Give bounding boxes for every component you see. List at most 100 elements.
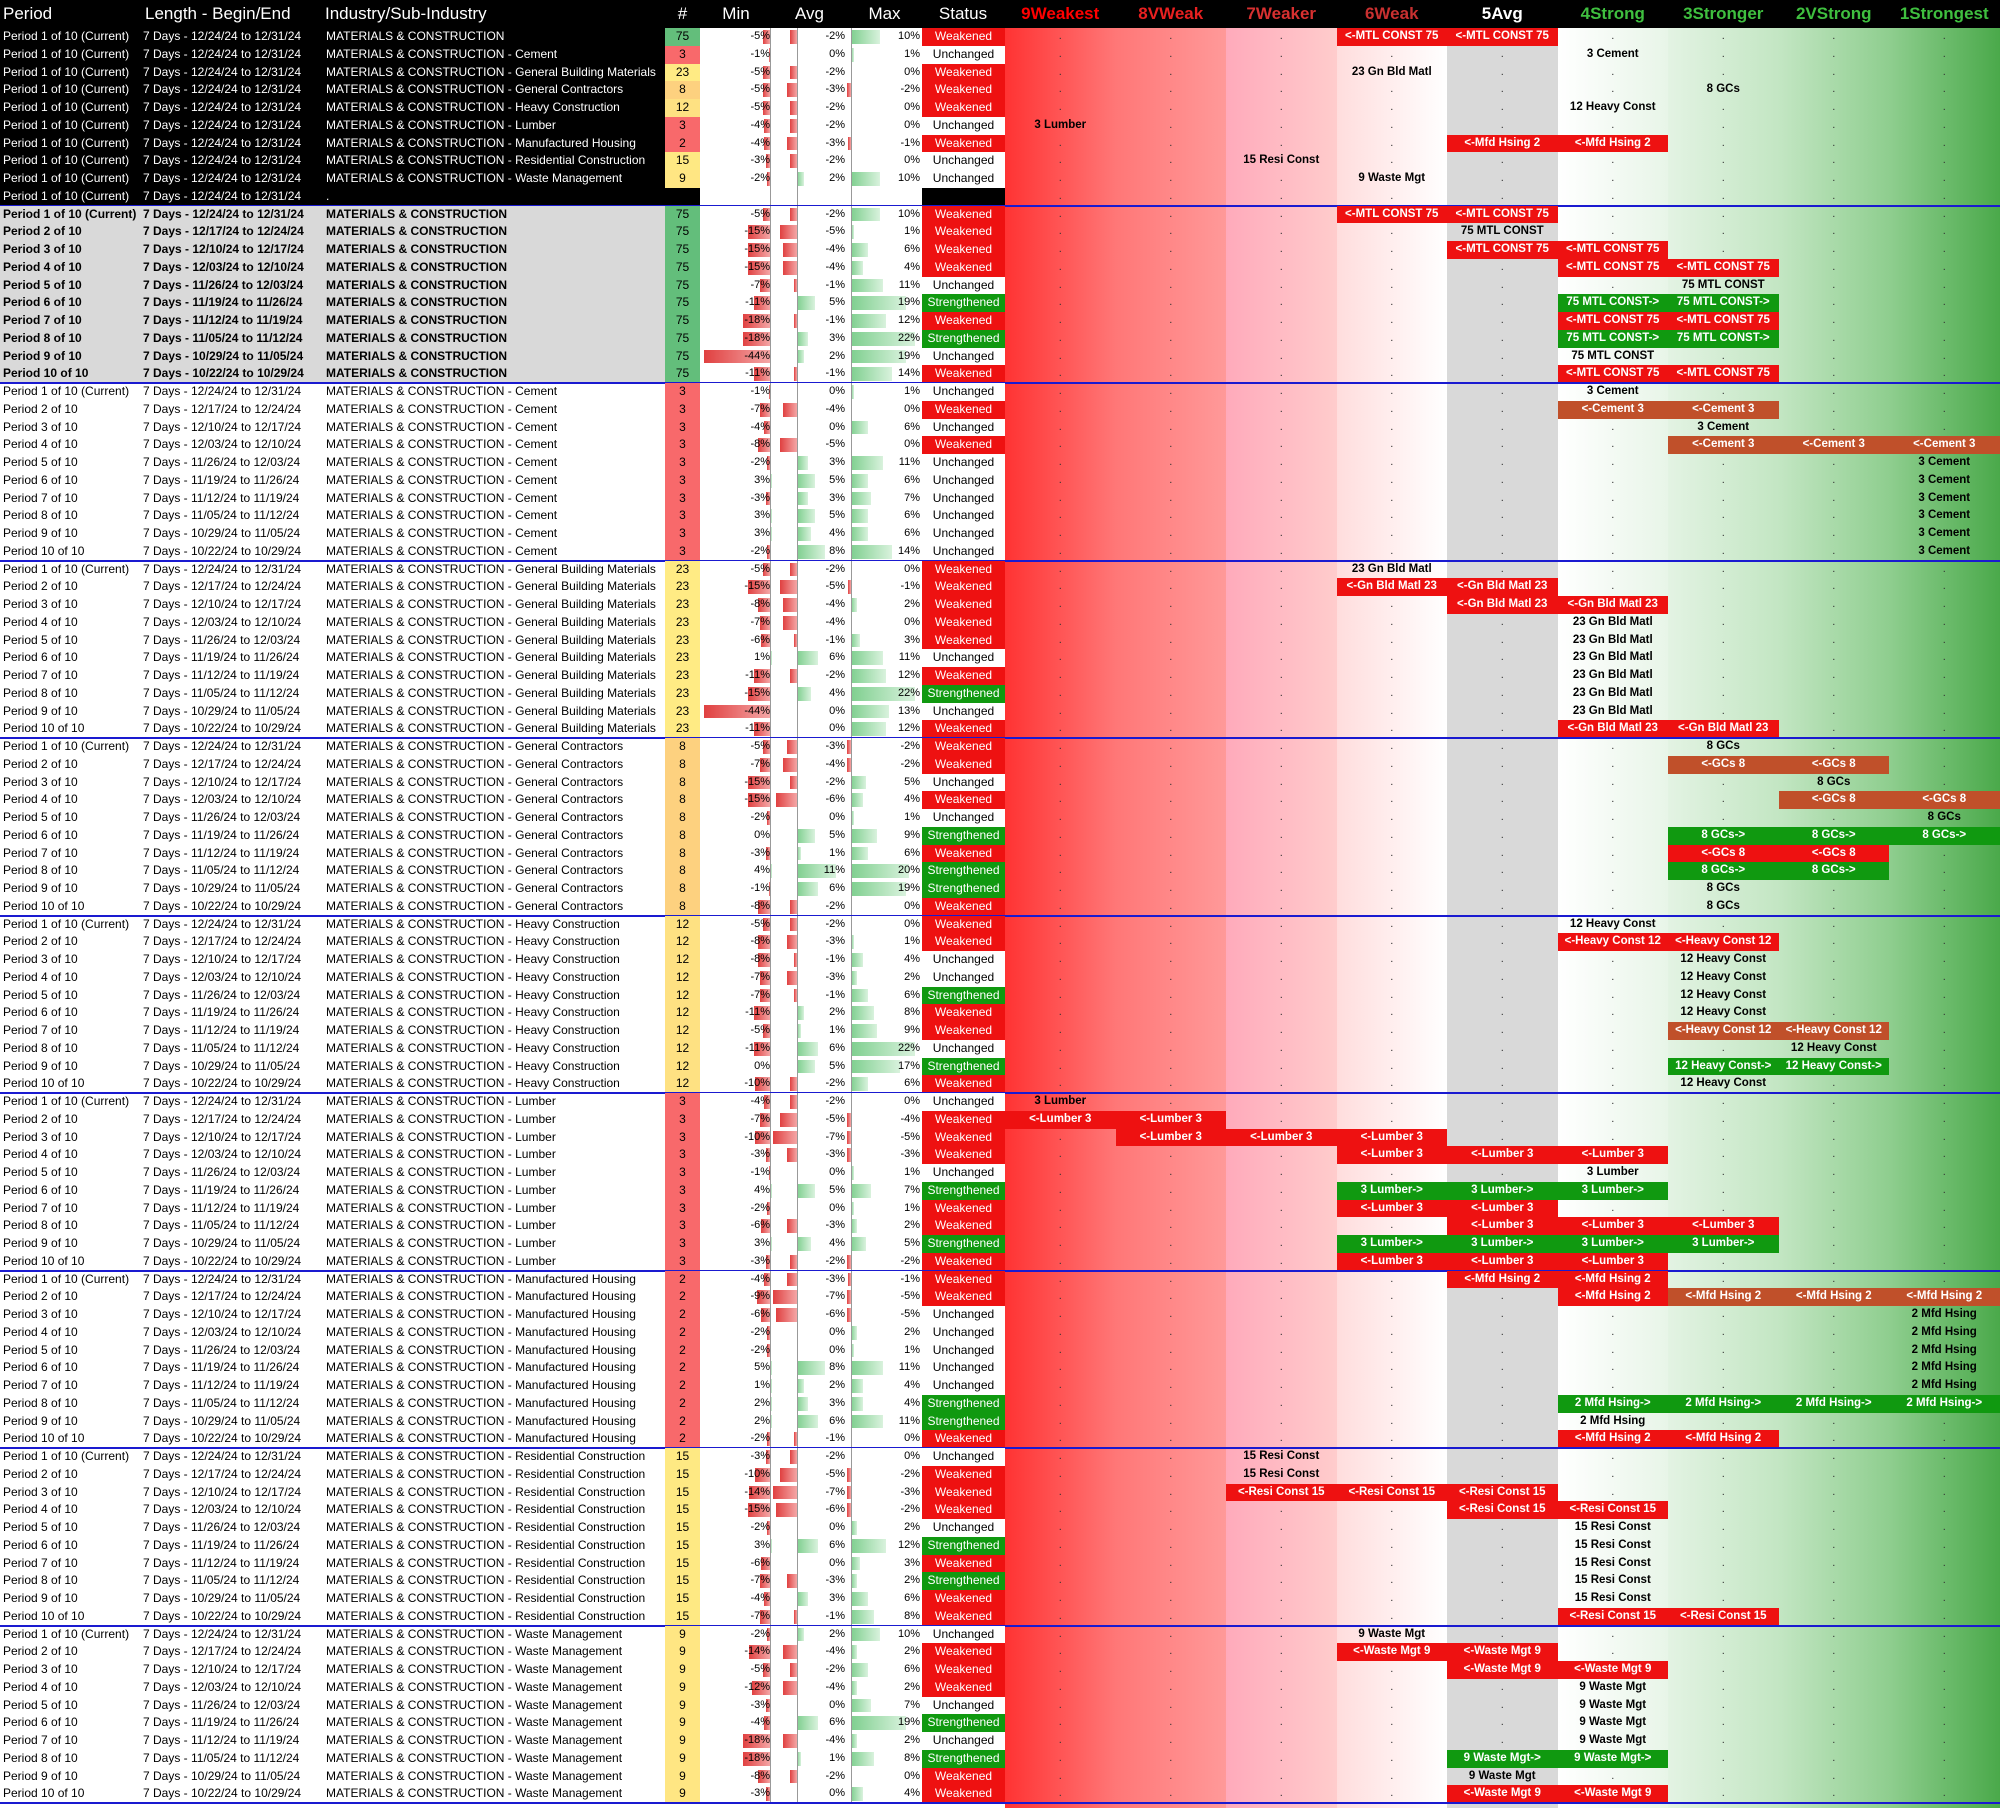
table-row[interactable]: Period 5 of 10 7 Days - 11/26/24 to 12/03… — [0, 809, 2000, 827]
table-row[interactable]: Period 10 of 10 7 Days - 10/22/24 to 10/2… — [0, 365, 2000, 383]
table-row[interactable]: Period 2 of 10 7 Days - 12/17/24 to 12/24… — [0, 1643, 2000, 1661]
table-row[interactable]: Period 8 of 10 7 Days - 11/05/24 to 11/12… — [0, 507, 2000, 525]
table-row[interactable]: Period 5 of 10 7 Days - 11/26/24 to 12/03… — [0, 1164, 2000, 1182]
table-row[interactable]: Period 4 of 10 7 Days - 12/03/24 to 12/10… — [0, 436, 2000, 454]
table-row[interactable]: Period 1 of 10 (Current) 7 Days - 12/24/2… — [0, 116, 2000, 135]
table-row[interactable]: Period 6 of 10 7 Days - 11/19/24 to 11/26… — [0, 1004, 2000, 1022]
table-row[interactable]: Period 10 of 10 7 Days - 10/22/24 to 10/2… — [0, 542, 2000, 561]
table-row[interactable]: Period 1 of 10 (Current) 7 Days - 12/24/2… — [0, 63, 2000, 82]
table-row[interactable]: Period 9 of 10 7 Days - 10/29/24 to 11/05… — [0, 1412, 2000, 1431]
table-row[interactable]: Period 5 of 10 7 Days - 11/26/24 to 12/03… — [0, 276, 2000, 295]
table-row[interactable]: Period 5 of 10 7 Days - 11/26/24 to 12/03… — [0, 1519, 2000, 1537]
table-row[interactable]: Period 4 of 10 7 Days - 12/03/24 to 12/10… — [0, 1678, 2000, 1697]
table-row[interactable]: Period 6 of 10 7 Days - 11/19/24 to 11/26… — [0, 1181, 2000, 1200]
table-row[interactable]: Period 6 of 10 7 Days - 11/19/24 to 11/26… — [0, 1536, 2000, 1555]
table-row[interactable]: Period 4 of 10 7 Days - 12/03/24 to 12/10… — [0, 791, 2000, 809]
table-row[interactable]: Period 9 of 10 7 Days - 10/29/24 to 11/05… — [0, 525, 2000, 543]
table-row[interactable]: Period 3 of 10 7 Days - 12/10/24 to 12/17… — [0, 773, 2000, 792]
table-row[interactable]: Period 1 of 10 (Current) 7 Days - 12/24/2… — [0, 187, 2000, 206]
table-row[interactable]: Period 2 of 10 7 Days - 12/17/24 to 12/24… — [0, 1110, 2000, 1129]
table-row[interactable]: Period 2 of 10 7 Days - 12/17/24 to 12/24… — [0, 578, 2000, 596]
table-row[interactable]: Period 1 of 10 (Current) 7 Days - 12/24/2… — [0, 1625, 2000, 1644]
table-row[interactable]: Period 9 of 10 7 Days - 10/29/24 to 11/05… — [0, 1235, 2000, 1253]
table-row[interactable]: Period 7 of 10 7 Days - 11/12/24 to 11/19… — [0, 489, 2000, 508]
table-row[interactable]: Period 7 of 10 7 Days - 11/12/24 to 11/19… — [0, 667, 2000, 685]
table-row[interactable]: Period 5 of 10 7 Days - 11/26/24 to 12/03… — [0, 631, 2000, 650]
table-row[interactable]: Period 8 of 10 7 Days - 11/05/24 to 11/12… — [0, 1394, 2000, 1413]
table-row[interactable]: Period 6 of 10 7 Days - 11/19/24 to 11/26… — [0, 649, 2000, 667]
table-row[interactable]: Period 10 of 10 7 Days - 10/22/24 to 10/2… — [0, 1252, 2000, 1271]
table-row[interactable]: Period 1 of 10 (Current) 7 Days - 12/24/2… — [0, 205, 2000, 224]
table-row[interactable]: Period 7 of 10 7 Days - 11/12/24 to 11/19… — [0, 1377, 2000, 1395]
table-row[interactable]: Period 8 of 10 7 Days - 11/05/24 to 11/12… — [0, 1039, 2000, 1058]
table-row[interactable]: Period 9 of 10 7 Days - 10/29/24 to 11/05… — [0, 1057, 2000, 1076]
table-row[interactable]: Period 1 of 10 (Current) 7 Days - 12/24/2… — [0, 1448, 2000, 1466]
table-row[interactable]: Period 4 of 10 7 Days - 12/03/24 to 12/10… — [0, 1146, 2000, 1164]
table-row[interactable]: Period 1 of 10 (Current) 7 Days - 12/24/2… — [0, 152, 2000, 170]
table-row[interactable]: Period 1 of 10 (Current) 7 Days - 12/24/2… — [0, 383, 2000, 401]
table-row[interactable]: Period 1 of 10 (Current) 7 Days - 12/24/2… — [0, 170, 2000, 188]
table-row[interactable]: Period 4 of 10 7 Days - 12/03/24 to 12/10… — [0, 258, 2000, 277]
table-row[interactable]: Period 1 of 10 (Current) 7 Days - 12/24/2… — [0, 81, 2000, 99]
table-row[interactable]: Period 8 of 10 7 Days - 11/05/24 to 11/12… — [0, 862, 2000, 880]
table-row[interactable]: Period 5 of 10 7 Days - 11/26/24 to 12/03… — [0, 1341, 2000, 1360]
table-row[interactable]: Period 7 of 10 7 Days - 11/12/24 to 11/19… — [0, 1199, 2000, 1218]
table-row[interactable]: Period 4 of 10 7 Days - 12/03/24 to 12/10… — [0, 1501, 2000, 1519]
table-row[interactable]: Period 3 of 10 7 Days - 12/10/24 to 12/17… — [0, 951, 2000, 969]
table-row[interactable]: Period 10 of 10 7 Days - 10/22/24 to 10/2… — [0, 1785, 2000, 1803]
table-row[interactable]: Period 4 of 10 7 Days - 12/03/24 to 12/10… — [0, 1323, 2000, 1342]
table-row[interactable]: Period 2 of 10 7 Days - 12/17/24 to 12/24… — [0, 400, 2000, 419]
table-row[interactable]: Period 2 of 10 7 Days - 12/17/24 to 12/24… — [0, 755, 2000, 774]
table-row[interactable]: Period 5 of 10 7 Days - 11/26/24 to 12/03… — [0, 986, 2000, 1005]
table-row[interactable]: Period 10 of 10 7 Days - 10/22/24 to 10/2… — [0, 720, 2000, 738]
table-row[interactable]: Period 10 of 10 7 Days - 10/22/24 to 10/2… — [0, 1430, 2000, 1448]
table-row[interactable]: Period 1 of 10 (Current) 7 Days - 12/24/2… — [0, 99, 2000, 117]
table-row[interactable]: Period 1 of 10 (Current) 7 Days - 12/24/2… — [0, 134, 2000, 153]
table-row[interactable]: Period 1 of 10 (Current) 7 Days - 12/24/2… — [0, 560, 2000, 579]
table-row[interactable]: Period 7 of 10 7 Days - 11/12/24 to 11/19… — [0, 1554, 2000, 1573]
table-row[interactable]: Period 5 of 10 7 Days - 11/26/24 to 12/03… — [0, 454, 2000, 472]
table-row[interactable]: Period 2 of 10 7 Days - 12/17/24 to 12/24… — [0, 1465, 2000, 1484]
table-row[interactable]: Period 8 of 10 7 Days - 11/05/24 to 11/12… — [0, 684, 2000, 703]
table-row[interactable]: Period 6 of 10 7 Days - 11/19/24 to 11/26… — [0, 471, 2000, 490]
table-row[interactable]: Period 3 of 10 7 Days - 12/10/24 to 12/17… — [0, 1661, 2000, 1679]
table-row[interactable]: Period 3 of 10 7 Days - 12/10/24 to 12/17… — [0, 241, 2000, 259]
table-row[interactable]: Period 6 of 10 7 Days - 11/19/24 to 11/26… — [0, 1714, 2000, 1732]
table-row[interactable]: Period 3 of 10 7 Days - 12/10/24 to 12/17… — [0, 596, 2000, 614]
table-row[interactable]: Period 7 of 10 7 Days - 11/12/24 to 11/19… — [0, 1732, 2000, 1750]
table-row[interactable]: Period 10 of 10 7 Days - 10/22/24 to 10/2… — [0, 1607, 2000, 1626]
table-row[interactable]: Period 1 of 10 (Current) 7 Days - 12/24/2… — [0, 738, 2000, 756]
table-row[interactable]: Period 3 of 10 7 Days - 12/10/24 to 12/17… — [0, 1306, 2000, 1324]
table-row[interactable]: Period 10 of 10 7 Days - 10/22/24 to 10/2… — [0, 1075, 2000, 1093]
table-row[interactable]: Period 5 of 10 7 Days - 11/26/24 to 12/03… — [0, 1696, 2000, 1715]
table-row[interactable]: Period 1 of 10 (Current) 7 Days - 12/24/2… — [0, 45, 2000, 64]
table-row[interactable]: Period 9 of 10 7 Days - 10/29/24 to 11/05… — [0, 347, 2000, 366]
table-row[interactable]: Period 9 of 10 7 Days - 10/29/24 to 11/05… — [0, 880, 2000, 898]
table-row[interactable]: Period 2 of 10 7 Days - 12/17/24 to 12/24… — [0, 223, 2000, 241]
table-row[interactable]: Period 8 of 10 7 Days - 11/05/24 to 11/12… — [0, 1749, 2000, 1768]
table-row[interactable]: Period 8 of 10 7 Days - 11/05/24 to 11/12… — [0, 1217, 2000, 1235]
table-row[interactable]: Period 2 of 10 7 Days - 12/17/24 to 12/24… — [0, 1288, 2000, 1306]
table-row[interactable]: Period 9 of 10 7 Days - 10/29/24 to 11/05… — [0, 1590, 2000, 1608]
table-row[interactable]: Period 7 of 10 7 Days - 11/12/24 to 11/19… — [0, 844, 2000, 863]
table-row[interactable]: Period 1 of 10 (Current) 7 Days - 12/24/2… — [0, 1270, 2000, 1289]
table-row[interactable]: Period 8 of 10 7 Days - 11/05/24 to 11/12… — [0, 329, 2000, 348]
table-row[interactable]: Period 2 of 10 7 Days - 12/17/24 to 12/24… — [0, 933, 2000, 951]
table-row[interactable]: Period 7 of 10 7 Days - 11/12/24 to 11/19… — [0, 312, 2000, 330]
table-row[interactable]: Period 8 of 10 7 Days - 11/05/24 to 11/12… — [0, 1572, 2000, 1590]
table-row[interactable]: Period 9 of 10 7 Days - 10/29/24 to 11/05… — [0, 1767, 2000, 1786]
table-row[interactable]: Period 4 of 10 7 Days - 12/03/24 to 12/10… — [0, 968, 2000, 987]
table-row[interactable]: Period 6 of 10 7 Days - 11/19/24 to 11/26… — [0, 1359, 2000, 1377]
table-row[interactable]: Period 6 of 10 7 Days - 11/19/24 to 11/26… — [0, 294, 2000, 312]
table-row[interactable]: Period 3 of 10 7 Days - 12/10/24 to 12/17… — [0, 1483, 2000, 1502]
table-row[interactable]: Period 10 of 10 7 Days - 10/22/24 to 10/2… — [0, 897, 2000, 916]
table-row[interactable]: Period 1 of 10 (Current) 7 Days - 12/24/2… — [0, 1093, 2000, 1111]
table-row[interactable]: Period 6 of 10 7 Days - 11/19/24 to 11/26… — [0, 826, 2000, 845]
table-row[interactable]: Period 4 of 10 7 Days - 12/03/24 to 12/10… — [0, 613, 2000, 632]
table-row[interactable]: Period 9 of 10 7 Days - 10/29/24 to 11/05… — [0, 702, 2000, 721]
table-row[interactable]: Period 7 of 10 7 Days - 11/12/24 to 11/19… — [0, 1022, 2000, 1040]
table-row[interactable]: Period 3 of 10 7 Days - 12/10/24 to 12/17… — [0, 418, 2000, 437]
table-row[interactable]: Period 1 of 10 (Current) 7 Days - 12/24/2… — [0, 28, 2000, 46]
table-row[interactable]: Period 1 of 10 (Current) 7 Days - 12/24/2… — [0, 915, 2000, 934]
table-row[interactable]: Period 3 of 10 7 Days - 12/10/24 to 12/17… — [0, 1128, 2000, 1147]
